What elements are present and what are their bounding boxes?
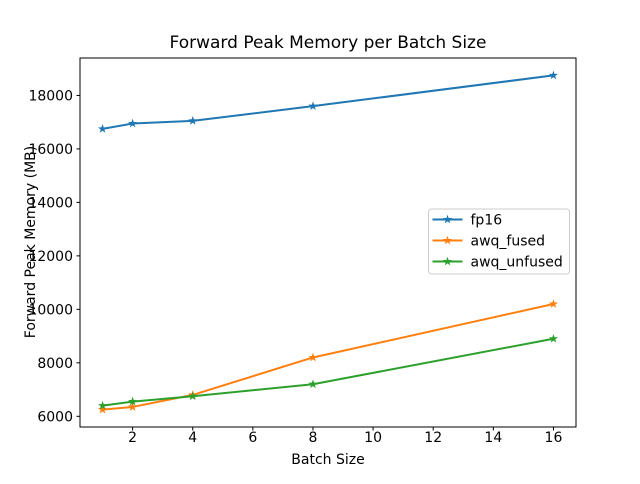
legend-marker-fp16 [442,214,453,224]
series-marker-awq_unfused [97,400,108,410]
x-tick-label: 4 [188,430,197,446]
series-marker-fp16 [97,124,108,133]
x-tick-label: 12 [424,430,442,446]
axes-spines [79,57,577,428]
x-axis-label: Batch Size [291,452,364,468]
x-tick-label: 10 [364,430,382,446]
legend-marker-awq_fused [442,235,453,245]
legend-marker-awq_unfused [442,256,453,266]
legend-label-awq_fused: awq_fused [471,234,546,250]
y-tick-label: 14000 [28,195,73,211]
x-tick-label: 6 [248,430,257,446]
series-marker-awq_fused [548,299,559,308]
series-marker-fp16 [128,118,138,128]
series-marker-fp16 [188,116,198,125]
x-tick-label: 14 [484,430,502,446]
x-tick-label: 2 [128,430,137,446]
series-marker-awq_fused [128,402,138,411]
legend-box [428,208,570,275]
series-marker-awq_unfused [308,379,318,389]
series-marker-fp16 [548,70,559,80]
series-marker-awq_fused [97,404,108,414]
series-marker-awq_fused [308,352,318,362]
x-tick-label: 8 [309,430,318,446]
series-marker-awq_unfused [188,391,198,401]
y-tick-label: 12000 [28,249,73,265]
legend-label-awq_unfused: awq_unfused [471,255,563,271]
series-marker-fp16 [308,101,318,111]
y-tick-label: 8000 [37,356,73,372]
y-tick-label: 6000 [37,409,73,425]
y-tick-label: 16000 [28,142,73,158]
y-tick-label: 18000 [28,88,73,104]
chart-title: Forward Peak Memory per Batch Size [170,33,487,53]
chart-root: 2 4 6 8 10 12 14 16 6000 8000 10000 12000 14000 16000… [28,57,577,446]
x-tick-label: 16 [545,430,563,446]
legend-label-fp16: fp16 [471,213,503,229]
series-marker-awq_unfused [128,396,138,406]
y-tick-label: 10000 [28,302,73,318]
y-axis-label: Forward Peak Memory (MB) [23,146,39,338]
series-marker-awq_unfused [548,333,559,343]
